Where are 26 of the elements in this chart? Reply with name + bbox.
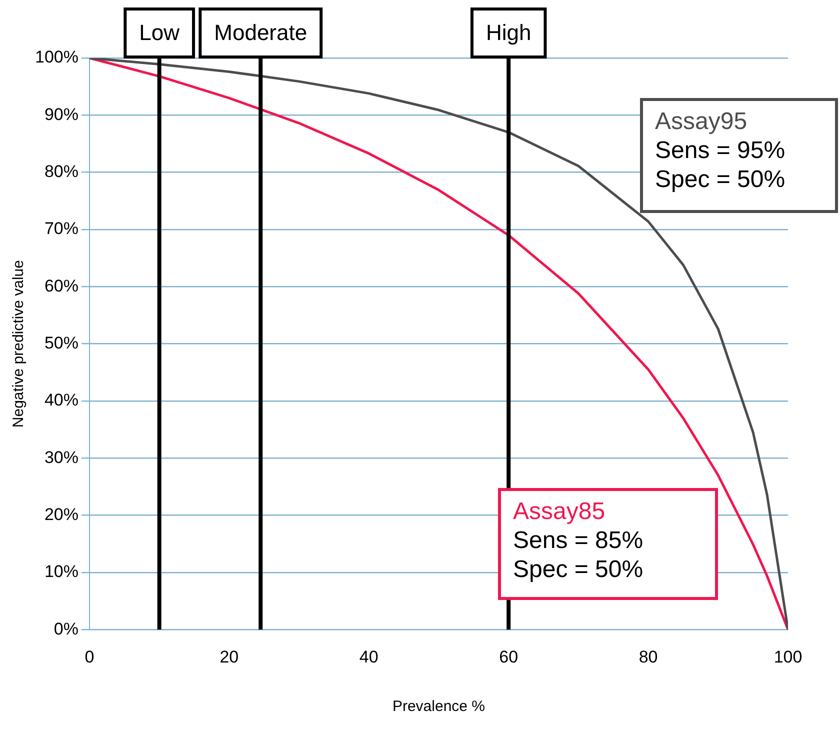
ref-line-label: High <box>486 20 532 46</box>
x-tick-label: 20 <box>220 647 239 666</box>
annotation: Sens = 85% Spec = 50% <box>513 526 644 584</box>
y-tick-label: 10% <box>44 562 78 582</box>
x-tick-label: 0 <box>84 647 94 666</box>
ref-line-label: Low <box>139 20 180 46</box>
y-tick-label: 20% <box>44 504 78 524</box>
x-tick-label: 100 <box>774 647 802 666</box>
y-tick-label: 40% <box>44 390 78 410</box>
y-axis-title: Negative predictive value <box>10 260 28 428</box>
y-tick-label: 0% <box>54 619 78 638</box>
annotation: Sens = 95% Spec = 50% <box>655 136 786 194</box>
y-tick-label: 70% <box>44 219 78 238</box>
x-tick-label: 60 <box>499 647 518 666</box>
y-tick-label: 50% <box>44 333 78 352</box>
ref-line-label: Moderate <box>214 20 308 46</box>
label-box: Assay85 Sens = 85% Spec = 50% <box>498 488 718 600</box>
label-box: Assay95 Sens = 95% Spec = 50% <box>640 98 838 213</box>
y-tick-label: 80% <box>44 162 78 182</box>
x-axis-title: Prevalence % <box>392 698 486 716</box>
y-tick-label: 90% <box>44 104 78 124</box>
y-tick-label: 30% <box>44 448 78 467</box>
x-tick-label: 80 <box>638 647 658 666</box>
x-tick-label: 40 <box>359 647 378 666</box>
y-tick-label: 60% <box>44 276 78 296</box>
y-tick-label: 100% <box>34 48 78 67</box>
